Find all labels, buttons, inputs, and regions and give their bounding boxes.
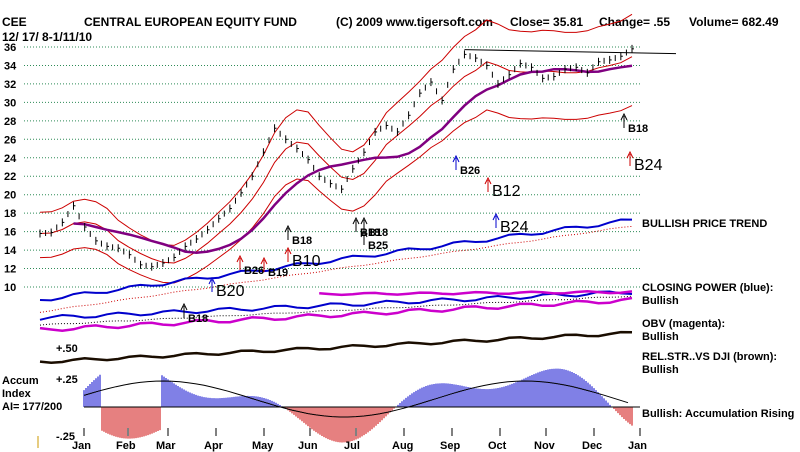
closing-power-dotted-line (39, 295, 633, 326)
plus50-label: +.50 (56, 343, 78, 355)
x-tick-label: Nov (534, 440, 556, 452)
signal-label: B26 (460, 165, 480, 177)
obv-note-title: OBV (magenta): (642, 318, 725, 330)
cp-note-value: Bullish (642, 295, 679, 307)
x-tick-label: Jun (298, 440, 318, 452)
signal-label: B12 (492, 183, 521, 200)
minus25-label: -.25 (56, 431, 75, 443)
signal-label: B20 (216, 283, 245, 300)
y-tick-label: 14 (4, 245, 17, 257)
accumulation-index-average (83, 380, 629, 418)
price-axis-ticks: 36 34 32 30 28 26 24 22 20 18 16 14 12 10 (4, 42, 17, 294)
x-tick-label: Jan (72, 440, 91, 452)
upper-band-line (39, 13, 633, 246)
signal-arrows: B26 B19B10B20B18B18B18B25B18B26B12B24B18B… (180, 112, 663, 325)
signal-b18: B18 (360, 216, 388, 239)
y-tick-label: 32 (4, 79, 16, 91)
accum-label-1: Accum (2, 375, 39, 387)
signal-b18: B18 (180, 302, 208, 325)
signal-label: B10 (292, 253, 321, 270)
month-axis-ticks: Jan Feb Mar Apr May Jun Jul Aug Sep Oct Nov Dec Jan (72, 428, 647, 452)
trend-note: BULLISH PRICE TREND (642, 218, 767, 230)
signal-b24: B24 (626, 150, 663, 174)
x-tick-label: Mar (156, 440, 176, 452)
y-tick-label: 20 (4, 190, 16, 202)
x-tick-label: Aug (392, 440, 413, 452)
volume-value: Volume= 682.49 (689, 15, 779, 29)
y-tick-label: 26 (4, 134, 16, 146)
accum-note: Bullish: Accumulation Rising (642, 408, 794, 420)
x-tick-label: Jul (344, 440, 360, 452)
rel-strength-dji-line (39, 330, 633, 364)
chart-title: CENTRAL EUROPEAN EQUITY FUND (84, 15, 297, 29)
signal-b10: B10 (284, 246, 321, 270)
rs-note-value: Bullish (642, 364, 679, 376)
signal-label: B18 (628, 123, 648, 135)
x-tick-label: Sep (440, 440, 460, 452)
signal-label: B18 (368, 227, 388, 239)
accumulation-index-bars (83, 368, 633, 443)
signal-b18: B18 (284, 224, 312, 247)
resistance-line (464, 49, 677, 55)
y-tick-label: 28 (4, 116, 16, 128)
plus25-label: +.25 (56, 374, 78, 386)
y-tick-label: 30 (4, 97, 16, 109)
lower-band-line (39, 105, 633, 284)
x-tick-label: Dec (582, 440, 602, 452)
x-tick-label: May (252, 440, 274, 452)
accum-ai-value: AI= 177/200 (2, 401, 62, 413)
change-value: Change= .55 (599, 15, 670, 29)
signal-b26: B26 (236, 254, 264, 277)
signal-b20: B20 (208, 276, 245, 300)
x-tick-label: Jan (628, 440, 647, 452)
signal-b26: B26 (452, 154, 480, 177)
price-trend-line (39, 218, 633, 302)
price-trend-dotted-line (39, 225, 633, 313)
signal-label: B18 (188, 313, 208, 325)
y-tick-label: 34 (4, 60, 17, 72)
signal-label: B26 (244, 265, 264, 277)
signal-b12: B12 (484, 176, 521, 200)
y-tick-label: 36 (4, 42, 16, 54)
symbol-label: CEE (2, 15, 27, 29)
signal-label: B24 (634, 157, 663, 174)
date-range: 12/ 17/ 8-1/11/10 (2, 30, 92, 44)
accum-label-2: Index (2, 388, 32, 400)
signal-label: B19 (268, 267, 288, 279)
y-tick-label: 12 (4, 264, 16, 276)
y-tick-label: 22 (4, 171, 16, 183)
signal-label: B25 (368, 240, 388, 252)
signal-b24: B24 (492, 212, 529, 236)
y-tick-label: 18 (4, 208, 16, 220)
signal-b18: B18 (620, 112, 648, 135)
price-bars (39, 44, 634, 271)
signal-b18: B18 (352, 216, 380, 239)
close-value: Close= 35.81 (510, 15, 583, 29)
x-tick-label: Apr (204, 440, 224, 452)
obv-note-value: Bullish (642, 331, 679, 343)
rs-note-title: REL.STR..VS DJI (brown): (642, 351, 777, 363)
obv-line (39, 296, 633, 333)
signal-label: B24 (500, 219, 529, 236)
x-tick-label: Feb (116, 440, 136, 452)
cp-note-title: CLOSING POWER (blue): (642, 282, 773, 294)
closing-power-line (39, 290, 633, 321)
copyright-text: (C) 2009 www.tigersoft.com (336, 15, 493, 29)
y-tick-label: 24 (4, 153, 17, 165)
x-tick-label: Oct (488, 440, 507, 452)
signal-b19: B19 (260, 256, 288, 279)
ma65-line (73, 64, 633, 255)
closing-power-level-line (319, 290, 633, 297)
signal-label: B18 (292, 235, 312, 247)
y-tick-label: 16 (4, 227, 16, 239)
signal-label: B18 (360, 227, 380, 239)
y-tick-label: 10 (4, 282, 16, 294)
